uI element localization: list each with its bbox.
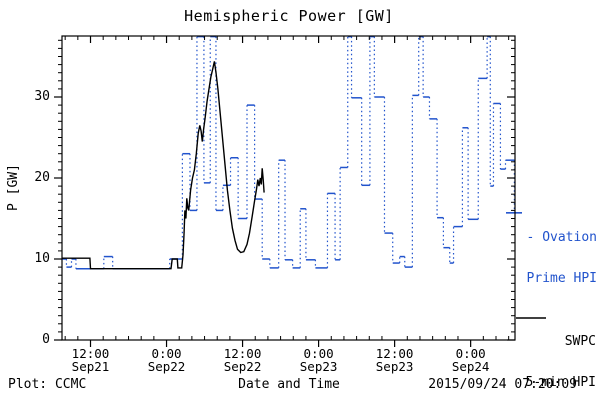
x-tick-date: Sep22 — [147, 359, 186, 374]
swpc-line — [62, 61, 265, 270]
y-axis-label: P [GW] — [6, 164, 21, 212]
y-tick-label: 30 — [34, 89, 50, 104]
timestamp: 2015/09/24 07:20:09 — [428, 377, 577, 392]
x-tick-date: Sep23 — [299, 359, 338, 374]
y-tick-label: 10 — [34, 251, 50, 266]
chart-title: Hemispheric Power [GW] — [184, 7, 394, 25]
legend-ovation-line1: - Ovation — [526, 230, 597, 245]
x-tick-time: 0:00 — [455, 346, 486, 361]
x-tick-time: 0:00 — [303, 346, 334, 361]
x-tick-date: Sep22 — [223, 359, 262, 374]
x-axis-title: Date and Time — [238, 377, 340, 392]
y-tick-label: 20 — [34, 170, 50, 185]
x-tick-label: 12:00 Sep23 — [359, 347, 431, 373]
x-tick-time: 0:00 — [151, 346, 182, 361]
x-tick-label: 0:00 Sep22 — [131, 347, 203, 373]
x-tick-label: 12:00 Sep21 — [55, 347, 127, 373]
x-tick-date: Sep21 — [71, 359, 110, 374]
x-tick-time: 12:00 — [71, 346, 110, 361]
plot-frame — [61, 35, 516, 341]
legend-ovation: - Ovation Prime HPI — [527, 204, 597, 312]
x-tick-time: 12:00 — [375, 346, 414, 361]
x-tick-date: Sep24 — [451, 359, 490, 374]
y-tick-label: 0 — [42, 332, 50, 347]
x-tick-date: Sep23 — [375, 359, 414, 374]
legend-swpc: SWPC 5-min HPI — [526, 308, 596, 400]
x-tick-label: 12:00 Sep22 — [207, 347, 279, 373]
x-tick-label: 0:00 Sep24 — [435, 347, 507, 373]
legend-swpc-line1: SWPC — [564, 334, 596, 349]
plot-credit: Plot: CCMC — [8, 377, 87, 392]
legend-swpc-line2: 5-min HPI — [525, 374, 596, 390]
legend-ovation-line2: Prime HPI — [526, 270, 597, 286]
x-tick-label: 0:00 Sep23 — [283, 347, 355, 373]
x-tick-time: 12:00 — [223, 346, 262, 361]
